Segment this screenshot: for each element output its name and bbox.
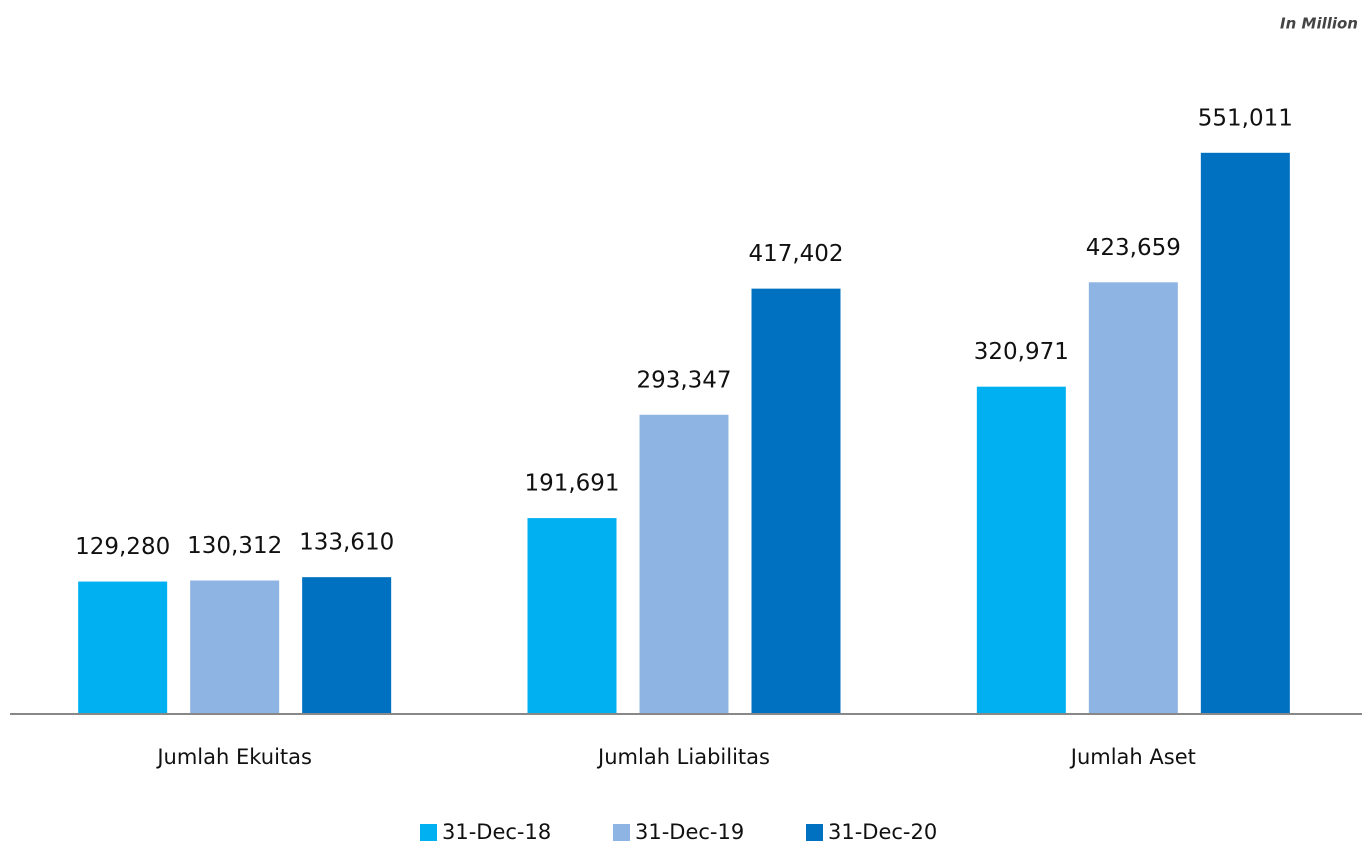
data-label: 133,610: [299, 530, 394, 556]
legend-label: 31-Dec-20: [828, 820, 937, 842]
x-tick-label: Jumlah Liabilitas: [596, 745, 770, 769]
bar: [751, 288, 841, 713]
x-tick-label: Jumlah Ekuitas: [155, 745, 312, 769]
data-label: 417,402: [748, 241, 843, 267]
bar: [527, 518, 617, 713]
x-tick-label: Jumlah Aset: [1069, 745, 1196, 769]
data-label: 423,659: [1086, 235, 1181, 261]
legend-label: 31-Dec-19: [635, 820, 744, 842]
chart-subtitle: In Million: [1280, 15, 1358, 33]
data-label: 130,312: [187, 533, 282, 559]
bar: [639, 414, 729, 713]
legend-swatch: [420, 824, 437, 841]
data-label: 551,011: [1198, 105, 1293, 131]
bar: [190, 580, 280, 713]
data-label: 320,971: [974, 339, 1069, 365]
legend-swatch: [613, 824, 630, 841]
legend-label: 31-Dec-18: [442, 820, 551, 842]
data-label: 129,280: [75, 534, 170, 560]
bar: [302, 577, 392, 713]
legend-swatch: [806, 824, 823, 841]
bar: [976, 386, 1066, 713]
bar: [1088, 282, 1178, 713]
bar: [1200, 152, 1290, 713]
bar: [78, 581, 168, 713]
data-label: 191,691: [524, 471, 619, 497]
data-label: 293,347: [636, 367, 731, 393]
